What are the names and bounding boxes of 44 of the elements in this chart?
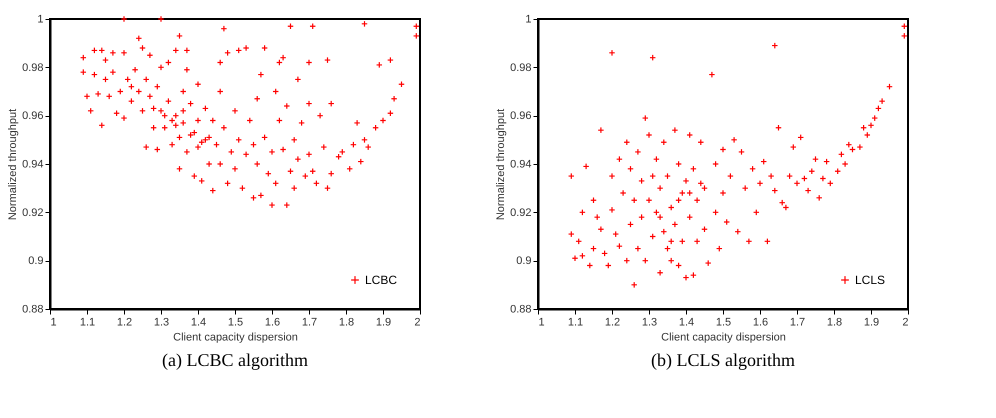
x-tick-label: 2 xyxy=(902,316,908,328)
x-tick-label: 1.2 xyxy=(116,316,132,328)
x-tick-label: 1.9 xyxy=(376,316,392,328)
x-tick-label: 1.6 xyxy=(752,316,768,328)
x-tick-label: 1.6 xyxy=(264,316,280,328)
x-tick-label: 1.3 xyxy=(154,316,170,328)
y-tick-label: 0.88 xyxy=(22,304,44,316)
x-tick-label: 1 xyxy=(50,316,57,328)
y-tick-label: 0.98 xyxy=(510,62,532,74)
x-axis-title: Client capacity dispersion xyxy=(661,332,786,344)
y-tick-label: 1 xyxy=(37,14,44,26)
x-tick-label: 1.1 xyxy=(80,316,96,328)
x-tick-label: 1.7 xyxy=(790,316,806,328)
x-tick-label: 1.9 xyxy=(864,316,880,328)
y-axis-title: Normalized throughput xyxy=(7,108,20,220)
x-tick-label: 1 xyxy=(538,316,545,328)
x-tick-label: 1.8 xyxy=(826,316,842,328)
x-tick-label: 1.1 xyxy=(568,316,584,328)
y-tick-label: 0.9 xyxy=(28,255,44,268)
y-axis-title: Normalized throughput xyxy=(495,108,508,220)
y-tick-label: 0.9 xyxy=(516,255,532,268)
y-tick-label: 0.92 xyxy=(22,206,44,219)
text: (a) LCBC algorithm xyxy=(162,350,308,370)
y-tick-label: 1 xyxy=(525,14,532,26)
x-tick-label: 1.4 xyxy=(678,316,694,328)
x-tick-label: 1.7 xyxy=(302,316,318,328)
x-tick-label: 1.5 xyxy=(228,316,244,328)
x-tick-label: 1.3 xyxy=(642,316,658,328)
x-tick-label: 1.5 xyxy=(716,316,732,328)
text: (b) LCLS algorithm xyxy=(651,350,795,370)
x-tick-label: 1.4 xyxy=(190,316,206,328)
legend-label: LCBC xyxy=(365,273,398,287)
x-axis-title: Client capacity dispersion xyxy=(173,332,298,344)
x-tick-label: 1.8 xyxy=(338,316,354,328)
y-tick-label: 0.92 xyxy=(510,206,532,219)
legend-label: LCLS xyxy=(855,273,886,287)
y-tick-label: 0.94 xyxy=(22,158,44,170)
y-tick-label: 0.96 xyxy=(510,110,532,122)
y-tick-label: 0.98 xyxy=(22,62,44,74)
x-tick-label: 2 xyxy=(414,316,420,328)
y-tick-label: 0.96 xyxy=(22,110,44,122)
x-tick-label: 1.2 xyxy=(604,316,620,328)
y-tick-label: 0.88 xyxy=(510,304,532,316)
y-tick-label: 0.94 xyxy=(510,158,532,170)
